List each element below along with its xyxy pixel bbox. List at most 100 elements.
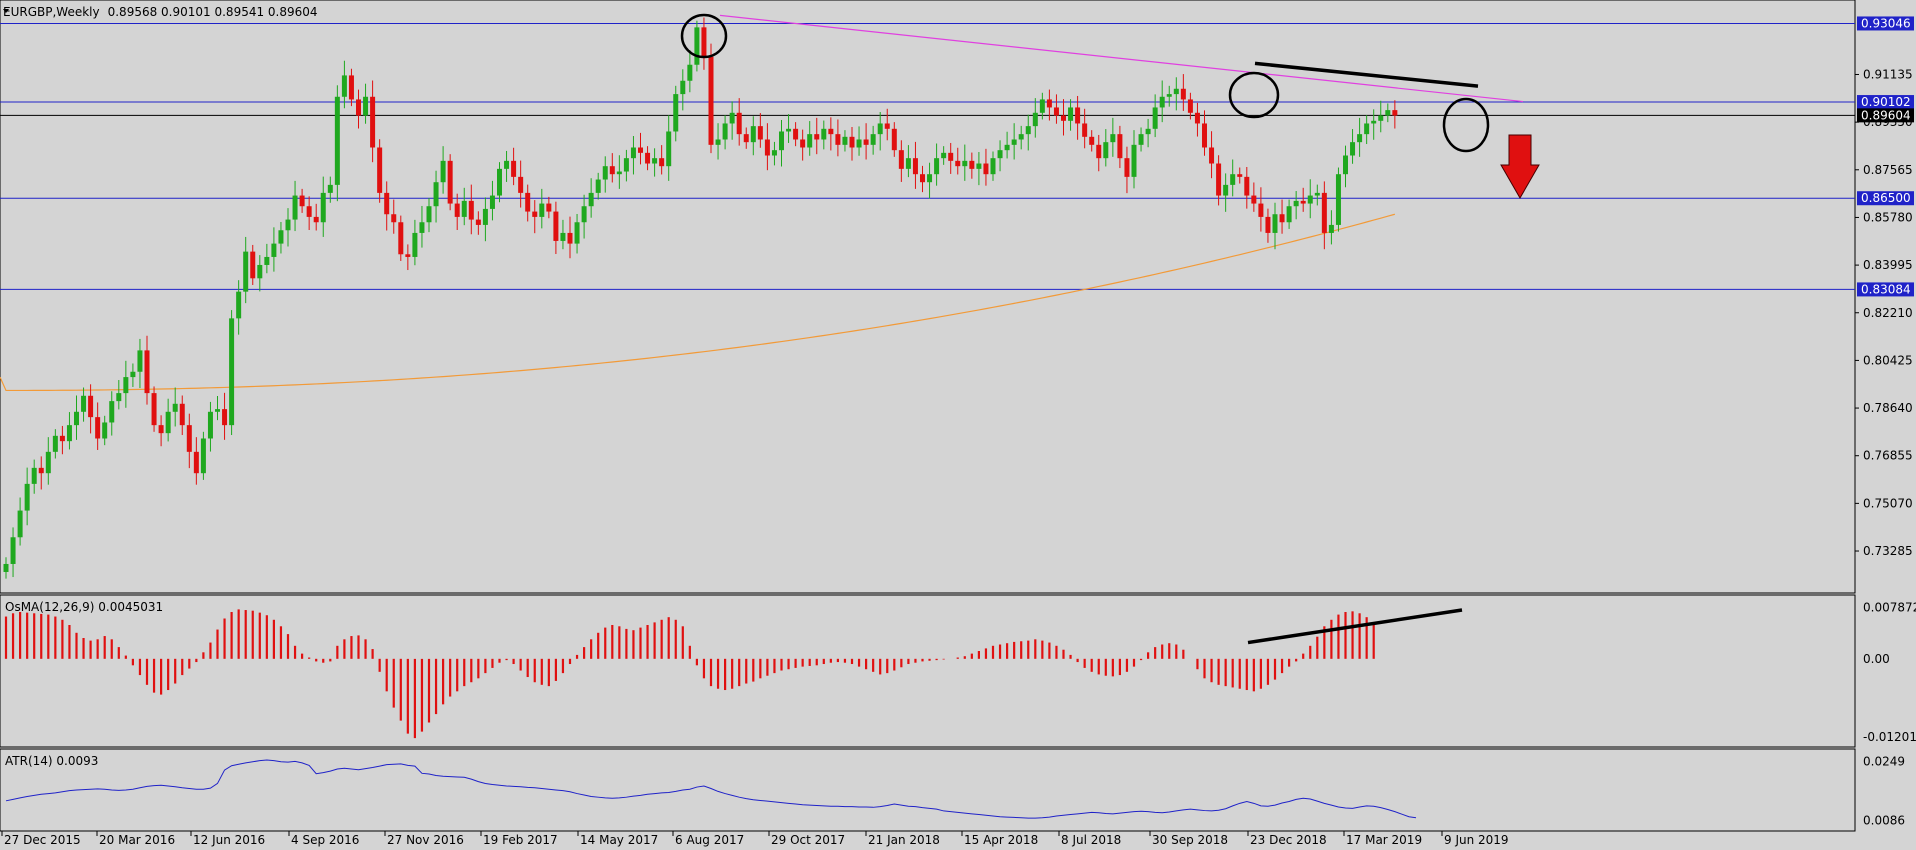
bull-candle xyxy=(581,194,587,239)
candle-body xyxy=(1350,142,1356,156)
bear-candle xyxy=(920,165,925,193)
time-tick-label: 19 Feb 2017 xyxy=(483,833,558,847)
bull-candle xyxy=(419,205,425,248)
bull-candle xyxy=(1004,131,1010,159)
candle-body xyxy=(659,158,665,167)
bear-candle xyxy=(1096,134,1102,172)
candle-body xyxy=(130,371,136,378)
candle-body xyxy=(1230,174,1236,185)
candle-body xyxy=(1392,110,1398,116)
bull-candle xyxy=(1314,184,1320,206)
down-arrow-icon xyxy=(1500,134,1540,200)
bear-candle xyxy=(553,201,559,255)
current-circle xyxy=(1442,97,1490,153)
candle-body xyxy=(1321,192,1327,233)
level-price-box xyxy=(1857,16,1914,31)
candle-body xyxy=(377,147,383,193)
candle-body xyxy=(116,393,122,402)
bull-candle xyxy=(1011,123,1017,160)
candle-body xyxy=(779,131,784,151)
bull-candle xyxy=(1307,179,1313,219)
candle-body xyxy=(553,211,559,241)
candle-body xyxy=(59,435,65,442)
bear-candle xyxy=(313,203,319,231)
bull-candle xyxy=(673,85,679,142)
bull-candle xyxy=(962,144,968,181)
candle-body xyxy=(66,425,72,442)
bull-candle xyxy=(595,172,601,200)
atr-line-layer xyxy=(5,759,1417,819)
bull-candle xyxy=(200,431,206,480)
price-axis: 0.911350.893500.875650.857800.839950.822… xyxy=(1855,16,1914,558)
candle-body xyxy=(24,483,30,511)
osma-tick-label: 0.00 xyxy=(1863,652,1890,666)
candle-body xyxy=(1371,120,1377,124)
candle-body xyxy=(666,131,672,167)
price-tick-label: 0.82210 xyxy=(1863,306,1913,320)
bull-candle xyxy=(165,398,171,442)
bear-candle xyxy=(95,402,101,450)
bear-candle xyxy=(384,181,390,231)
candle-body xyxy=(348,75,354,100)
level-price-label: 0.89604 xyxy=(1861,108,1911,122)
bull-candle xyxy=(1110,117,1116,157)
bull-candle xyxy=(786,114,792,143)
candle-body xyxy=(264,256,270,265)
bear-candle xyxy=(1061,99,1066,136)
bull-candle xyxy=(334,85,340,202)
osma-histogram xyxy=(4,609,1375,739)
candle-body xyxy=(426,206,432,223)
bear-candle xyxy=(532,200,538,234)
bull-candle xyxy=(123,360,129,408)
candle-body xyxy=(172,403,178,412)
bull-candle xyxy=(722,115,728,150)
candle-body xyxy=(976,163,982,169)
bear-candle xyxy=(884,108,890,141)
candle-body xyxy=(616,171,622,175)
candle-body xyxy=(412,232,418,257)
candle-body xyxy=(863,139,869,145)
bear-candle xyxy=(757,113,763,148)
candle-body xyxy=(560,232,566,241)
bull-candle xyxy=(489,180,495,221)
price-tick-label: 0.75070 xyxy=(1863,496,1913,510)
bull-candle xyxy=(172,387,178,427)
candle-body xyxy=(743,134,749,143)
time-tick-label: 27 Dec 2015 xyxy=(4,833,81,847)
bull-candle xyxy=(292,180,298,232)
bear-candle xyxy=(1082,108,1088,149)
bear-candle xyxy=(447,154,453,211)
time-tick-label: 6 Aug 2017 xyxy=(675,833,744,847)
bear-candle xyxy=(1279,199,1285,234)
candle-body xyxy=(31,467,37,484)
peak-circle xyxy=(680,13,728,59)
candle-body xyxy=(45,451,51,474)
bull-candle xyxy=(807,121,813,156)
bull-candle xyxy=(1385,103,1391,123)
price-tick-label: 0.73285 xyxy=(1863,544,1913,558)
header-ohlc: 0.89568 0.90101 0.89541 0.89604 xyxy=(108,5,318,19)
bear-candle xyxy=(835,119,841,157)
bear-candle xyxy=(983,148,989,186)
candle-body xyxy=(405,254,411,257)
bear-candle xyxy=(1216,155,1222,206)
candle-body xyxy=(123,377,129,394)
bear-candle xyxy=(186,413,192,469)
candle-body xyxy=(1216,163,1222,196)
bull-candle xyxy=(997,140,1003,172)
candle-body xyxy=(334,96,340,185)
candle-body xyxy=(1103,142,1109,159)
chevron-down-icon[interactable] xyxy=(3,9,9,13)
candle-body xyxy=(299,195,305,207)
candle-body xyxy=(645,152,651,164)
bear-candle xyxy=(1251,182,1257,212)
bull-candle xyxy=(602,156,608,193)
candles-layer xyxy=(3,17,1398,579)
bull-candle xyxy=(10,527,16,578)
analysis-drawings xyxy=(680,13,1540,200)
bull-candle xyxy=(623,149,629,182)
candle-body xyxy=(1110,134,1116,143)
candle-body xyxy=(870,134,876,145)
bear-candle xyxy=(891,122,897,157)
bear-candle xyxy=(701,17,707,70)
